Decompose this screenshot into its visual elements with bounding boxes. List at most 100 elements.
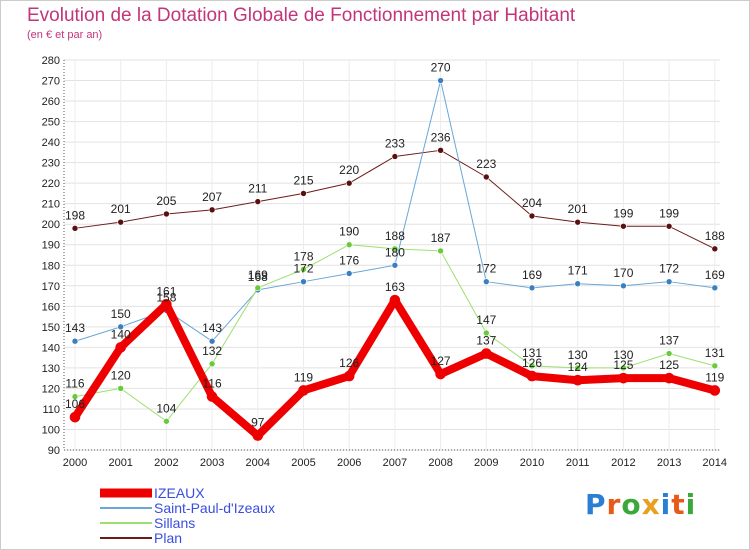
data-label: 104 — [156, 401, 176, 415]
chart-title: Evolution de la Dotation Globale de Fonc… — [27, 5, 576, 26]
data-label: 172 — [293, 262, 313, 276]
y-tick-label: 170 — [42, 281, 60, 293]
data-point — [71, 393, 79, 400]
data-point — [389, 294, 401, 306]
y-tick-label: 90 — [48, 445, 60, 457]
data-point — [71, 337, 79, 345]
y-tick-label: 100 — [42, 424, 60, 436]
value-labels: 198 201 205 207 211 215 220 233 236 223 204 201 199 1… — [65, 130, 725, 243]
data-point — [482, 173, 490, 181]
data-label: 125 — [613, 358, 633, 372]
value-labels: 106 140 161 116 97 119 126 163 127 137 126 124 125 12… — [65, 280, 725, 429]
data-label: 124 — [568, 360, 588, 374]
data-label: 233 — [385, 136, 405, 150]
data-label: 119 — [294, 370, 313, 384]
data-point — [208, 206, 216, 214]
logo-letter: x — [641, 488, 661, 521]
y-tick-label: 200 — [42, 219, 60, 231]
data-point — [391, 153, 399, 160]
data-label: 199 — [659, 206, 679, 220]
y-tick-label: 120 — [42, 383, 60, 395]
data-label: 178 — [293, 249, 313, 263]
data-label: 119 — [705, 370, 724, 384]
data-point — [711, 284, 719, 292]
data-point — [254, 198, 262, 205]
y-tick-label: 190 — [42, 240, 60, 252]
data-label: 132 — [202, 344, 222, 358]
data-label: 143 — [202, 321, 222, 335]
data-label: 236 — [431, 130, 451, 144]
proxiti-logo: Proxiti — [585, 488, 696, 521]
data-point — [69, 411, 81, 423]
data-point — [163, 417, 170, 425]
value-labels: 143 150 158 143 168 172 176 180 270 172 169 171 170 1… — [65, 61, 725, 336]
data-label: 187 — [431, 231, 451, 245]
data-label: 163 — [385, 280, 405, 294]
series-sillans — [71, 241, 719, 425]
data-label: 131 — [522, 346, 542, 360]
data-point — [574, 364, 582, 372]
data-point — [300, 278, 307, 285]
series-izeaux — [69, 294, 721, 441]
data-point — [252, 430, 264, 441]
data-label: 169 — [705, 268, 725, 282]
logo-letter: i — [660, 488, 672, 521]
data-label: 169 — [522, 268, 542, 282]
y-tick-label: 240 — [42, 137, 60, 149]
logo-letter: r — [606, 488, 622, 521]
logo-letter: t — [671, 488, 686, 521]
data-point — [528, 212, 536, 220]
y-tick-label: 210 — [42, 199, 60, 211]
data-label: 169 — [248, 268, 268, 282]
data-point — [482, 329, 490, 337]
data-point — [435, 368, 446, 380]
data-point — [574, 218, 582, 226]
data-point — [574, 280, 582, 288]
data-point — [391, 261, 399, 269]
data-point — [208, 360, 216, 368]
x-tick-label: 2013 — [657, 457, 681, 469]
x-tick-label: 2006 — [337, 457, 361, 469]
logo-letter: o — [621, 488, 642, 521]
x-tick-label: 2007 — [383, 457, 407, 469]
legend-label: Plan — [154, 530, 182, 546]
x-tick-label: 2001 — [108, 457, 132, 469]
data-label: 190 — [339, 225, 359, 239]
data-label: 130 — [613, 348, 633, 362]
data-label: 198 — [65, 208, 85, 222]
logo-letter: P — [585, 488, 607, 521]
data-label: 140 — [111, 327, 131, 341]
x-tick-label: 2011 — [566, 457, 590, 469]
data-label: 127 — [431, 354, 451, 368]
y-tick-label: 250 — [42, 117, 60, 129]
data-label: 188 — [705, 229, 725, 243]
data-point — [620, 282, 627, 290]
legend-label: Saint-Paul-d'Izeaux — [154, 500, 275, 516]
data-label: 125 — [659, 358, 679, 372]
data-point — [437, 77, 444, 84]
data-point — [618, 372, 629, 384]
x-tick-label: 2014 — [703, 457, 727, 469]
data-point — [711, 362, 719, 370]
data-point — [343, 370, 355, 382]
data-label: 143 — [65, 321, 85, 335]
x-tick-label: 2004 — [246, 457, 270, 469]
data-point — [480, 348, 492, 359]
data-label: 172 — [659, 262, 679, 276]
data-label: 205 — [156, 194, 176, 208]
data-label: 223 — [476, 157, 496, 171]
logo-letter: i — [685, 488, 697, 521]
y-tick-label: 160 — [42, 301, 60, 313]
data-point — [206, 391, 218, 402]
data-label: 137 — [476, 334, 496, 348]
chart-subtitle: (en € et par an) — [27, 29, 103, 41]
data-label: 158 — [156, 290, 176, 304]
data-point — [620, 222, 627, 230]
legend-label: Sillans — [154, 515, 195, 531]
data-label: 130 — [568, 348, 588, 362]
data-label: 188 — [385, 229, 405, 243]
data-point — [298, 385, 309, 396]
